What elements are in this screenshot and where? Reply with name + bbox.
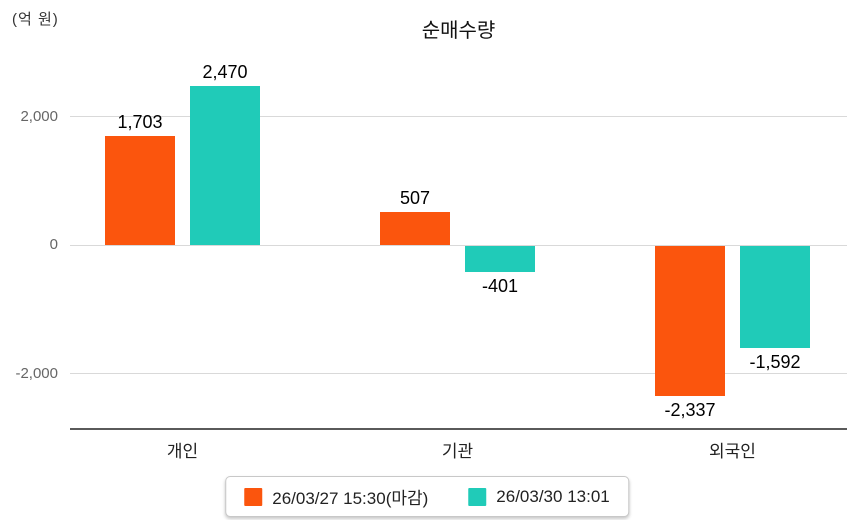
bar-value-label: -1,592: [749, 352, 801, 373]
y-axis-tick-label: 0: [49, 236, 58, 253]
x-axis-category-label: 개인: [166, 442, 199, 461]
bar-series-1-cat-1: [105, 135, 175, 245]
x-axis-line: [70, 428, 847, 430]
legend-item-series-2[interactable]: 26/03/30 13:01: [468, 486, 610, 507]
chart-title: 순매수량: [421, 20, 496, 42]
gridline: [70, 244, 847, 246]
legend-swatch-series-2-icon: [468, 487, 487, 506]
legend-label-series-2: 26/03/30 13:01: [496, 486, 610, 506]
x-axis-category-label: 기관: [441, 442, 474, 461]
bar-value-label: -2,337: [664, 400, 716, 421]
y-axis-unit-label: (억 원): [12, 11, 59, 28]
bar-value-label: 1,703: [117, 111, 163, 132]
bar-series-1-cat-3: [655, 246, 725, 397]
gridline: [70, 373, 847, 374]
bar-value-label: 507: [399, 188, 431, 209]
y-axis-tick-label: 2,000: [20, 107, 58, 125]
bar-series-2-cat-2: [465, 246, 535, 272]
bar-series-2-cat-1: [190, 86, 260, 245]
legend-item-series-1[interactable]: 26/03/27 15:30(마감): [244, 484, 428, 509]
y-axis-tick-label: -2,000: [15, 364, 58, 382]
legend: 26/03/27 15:30(마감) 26/03/30 13:01: [225, 476, 629, 517]
gridline: [70, 116, 847, 117]
bar-series-1-cat-2: [380, 212, 450, 245]
bar-value-label: -401: [481, 275, 519, 296]
x-axis-category-label: 외국인: [709, 442, 756, 461]
legend-label-series-1: 26/03/27 15:30(마감): [272, 489, 429, 508]
bar-value-label: 2,470: [202, 62, 248, 83]
bar-series-2-cat-3: [740, 246, 810, 349]
legend-swatch-series-1-icon: [244, 487, 263, 506]
